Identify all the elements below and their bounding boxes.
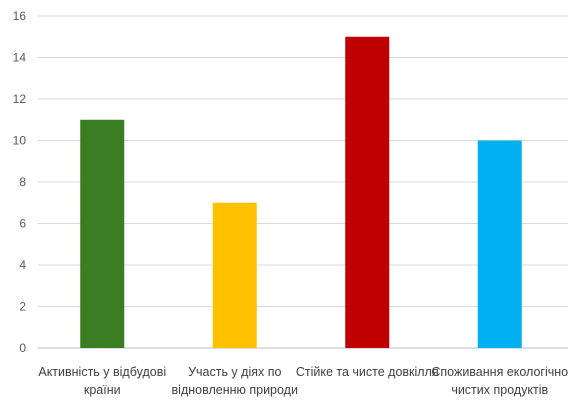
x-tick-label: Стійке та чисте довкілля: [296, 365, 439, 379]
y-tick-label: 16: [13, 9, 27, 23]
x-tick-label: Участь у діях по відновленню природи: [172, 365, 298, 397]
x-tick-label: Активність у відбудові країни: [38, 365, 166, 397]
y-tick-label: 6: [19, 217, 26, 231]
y-axis: 0 2 4 6 8 10 12 14 16: [13, 9, 27, 355]
y-tick-label: 14: [13, 51, 27, 65]
gridlines: [38, 15, 568, 349]
y-tick-label: 2: [19, 300, 26, 314]
bar: [477, 140, 522, 348]
bar: [212, 202, 257, 348]
bars: [80, 36, 522, 348]
bar: [80, 119, 125, 348]
y-tick-label: 4: [19, 258, 26, 272]
y-tick-label: 8: [19, 175, 26, 189]
x-tick-label: Споживання екологічно чистих продуктів: [431, 365, 568, 397]
y-tick-label: 10: [13, 134, 27, 148]
y-tick-label: 0: [19, 341, 26, 355]
bar: [345, 36, 390, 348]
y-tick-label: 12: [13, 92, 27, 106]
